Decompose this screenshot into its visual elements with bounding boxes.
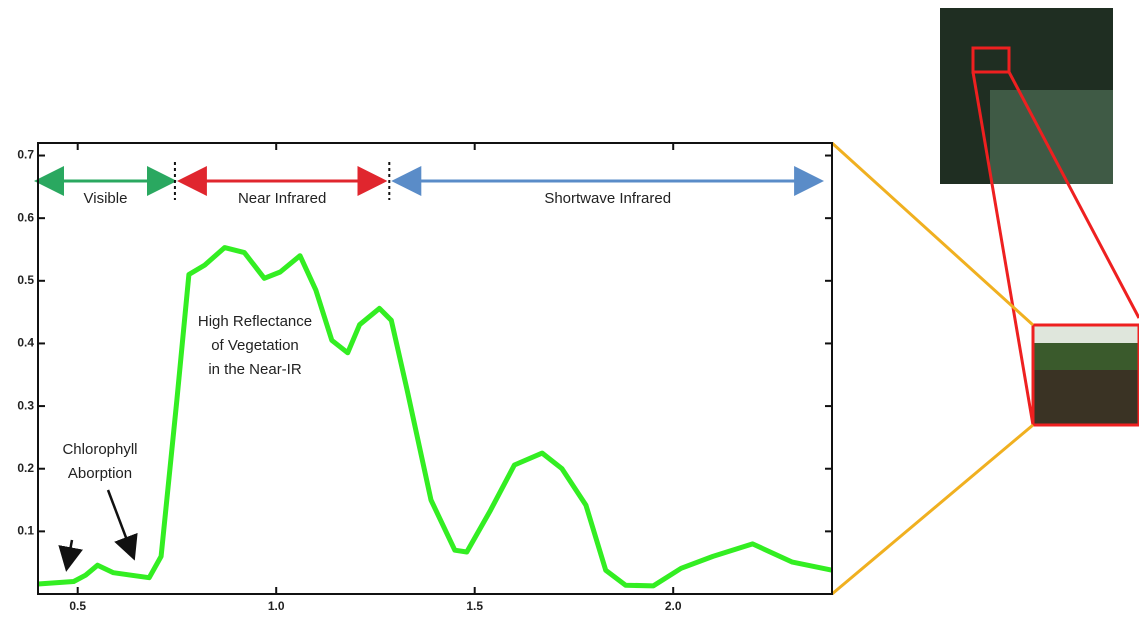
y-tick-label: 0.3 — [17, 398, 34, 412]
tree-trunks — [1033, 370, 1139, 425]
reflectance-line — [38, 248, 832, 586]
annotation: of Vegetation — [211, 337, 299, 354]
y-tick-label: 0.1 — [17, 524, 34, 538]
y-tick-label: 0.4 — [17, 336, 34, 350]
x-tick-label: 1.0 — [268, 599, 285, 613]
y-tick-label: 0.6 — [17, 210, 34, 224]
region-label: Shortwave Infrared — [544, 190, 671, 207]
annotation: High Reflectance — [198, 313, 312, 330]
x-tick-label: 2.0 — [665, 599, 682, 613]
x-tick-label: 1.5 — [466, 599, 483, 613]
chart: 0.1 0.2 0.3 0.4 0.5 0.6 0.7 0.5 1.0 1.5 2.0 Visible… — [0, 0, 1139, 618]
annotation: in the Near-IR — [208, 361, 302, 378]
annotation: Chlorophyll — [62, 441, 137, 458]
y-tick-label: 0.5 — [17, 273, 34, 287]
y-tick-label: 0.2 — [17, 461, 34, 475]
tree-sky — [1033, 325, 1139, 343]
region-label: Near Infrared — [238, 190, 326, 207]
plot-frame — [38, 143, 832, 594]
y-tick-label: 0.7 — [17, 148, 34, 162]
annotation: Aborption — [68, 465, 132, 482]
region-label: Visible — [84, 190, 128, 207]
connector-line — [832, 425, 1033, 594]
x-tick-label: 0.5 — [69, 599, 86, 613]
annotation-arrow — [67, 540, 72, 567]
annotation-arrow — [108, 490, 133, 556]
aerial-field — [990, 90, 1113, 184]
